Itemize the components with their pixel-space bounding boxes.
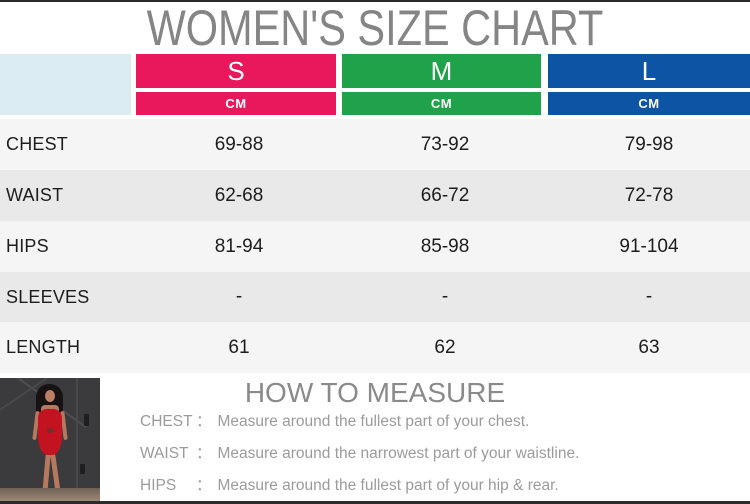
- instruction-waist: WAIST ： Measure around the narrowest par…: [140, 441, 700, 473]
- measure-instructions: CHEST ： Measure around the fullest part …: [140, 409, 700, 504]
- wall-switch: [80, 464, 85, 474]
- instruction-text: Measure around the fullest part of your …: [217, 413, 530, 430]
- cell-value: 79-98: [624, 133, 674, 155]
- row-label: WAIST: [6, 185, 64, 205]
- table-row-hips: HIPS 81-94 85-98 91-104: [0, 221, 750, 272]
- unit-header-s: CM: [136, 92, 336, 115]
- cell-value: 81-94: [214, 235, 264, 257]
- page-title: WOMEN'S SIZE CHART: [146, 0, 604, 56]
- instruction-hips: HIPS ： Measure around the fullest part o…: [140, 473, 700, 504]
- cell-value: 62: [434, 336, 456, 358]
- model-face: [45, 390, 55, 402]
- instruction-text: Measure around the fullest part of your …: [217, 477, 559, 494]
- instruction-label: WAIST: [140, 445, 189, 462]
- instruction-label: HIPS: [140, 477, 177, 494]
- top-border-line: [0, 0, 750, 2]
- instruction-label: CHEST: [140, 413, 193, 430]
- header-corner-cell: [0, 54, 131, 115]
- cell-value: -: [441, 286, 449, 307]
- model-photo: [0, 378, 100, 504]
- row-label: HIPS: [6, 236, 49, 256]
- size-header-m: M: [342, 54, 541, 88]
- row-label: LENGTH: [6, 337, 81, 357]
- row-label: SLEEVES: [6, 286, 90, 307]
- table-row-length: LENGTH 61 62 63: [0, 322, 750, 373]
- cell-value: 72-78: [624, 184, 674, 206]
- cell-value: 73-92: [420, 133, 470, 155]
- wall-switch: [84, 414, 89, 426]
- how-to-measure-title: HOW TO MEASURE: [244, 377, 506, 408]
- cell-value: -: [235, 286, 243, 307]
- cell-value: 66-72: [420, 184, 470, 206]
- instruction-colon: ：: [196, 445, 212, 462]
- cell-value: 69-88: [214, 133, 264, 155]
- table-row-waist: WAIST 62-68 66-72 72-78: [0, 170, 750, 221]
- table-row-chest: CHEST 69-88 73-92 79-98: [0, 119, 750, 170]
- cell-value: 85-98: [420, 235, 470, 257]
- wall-decoration: [76, 378, 78, 490]
- cell-value: 63: [638, 336, 660, 358]
- row-label: CHEST: [6, 134, 69, 154]
- size-header-l: L: [548, 54, 750, 88]
- floor: [0, 488, 100, 504]
- unit-header-l: CM: [548, 92, 750, 115]
- cell-value: -: [645, 286, 653, 307]
- dress-cutout: [47, 428, 54, 433]
- instruction-colon: ：: [196, 477, 212, 494]
- table-row-sleeves: SLEEVES - - -: [0, 272, 750, 322]
- instruction-chest: CHEST ： Measure around the fullest part …: [140, 409, 700, 441]
- cell-value: 91-104: [619, 235, 679, 257]
- cell-value: 61: [228, 336, 250, 358]
- cell-value: 62-68: [214, 184, 264, 206]
- unit-header-m: CM: [342, 92, 541, 115]
- size-header-s: S: [136, 54, 336, 88]
- instruction-text: Measure around the narrowest part of you…: [217, 445, 580, 462]
- instruction-colon: ：: [196, 413, 212, 430]
- bottom-border-line: [0, 501, 750, 504]
